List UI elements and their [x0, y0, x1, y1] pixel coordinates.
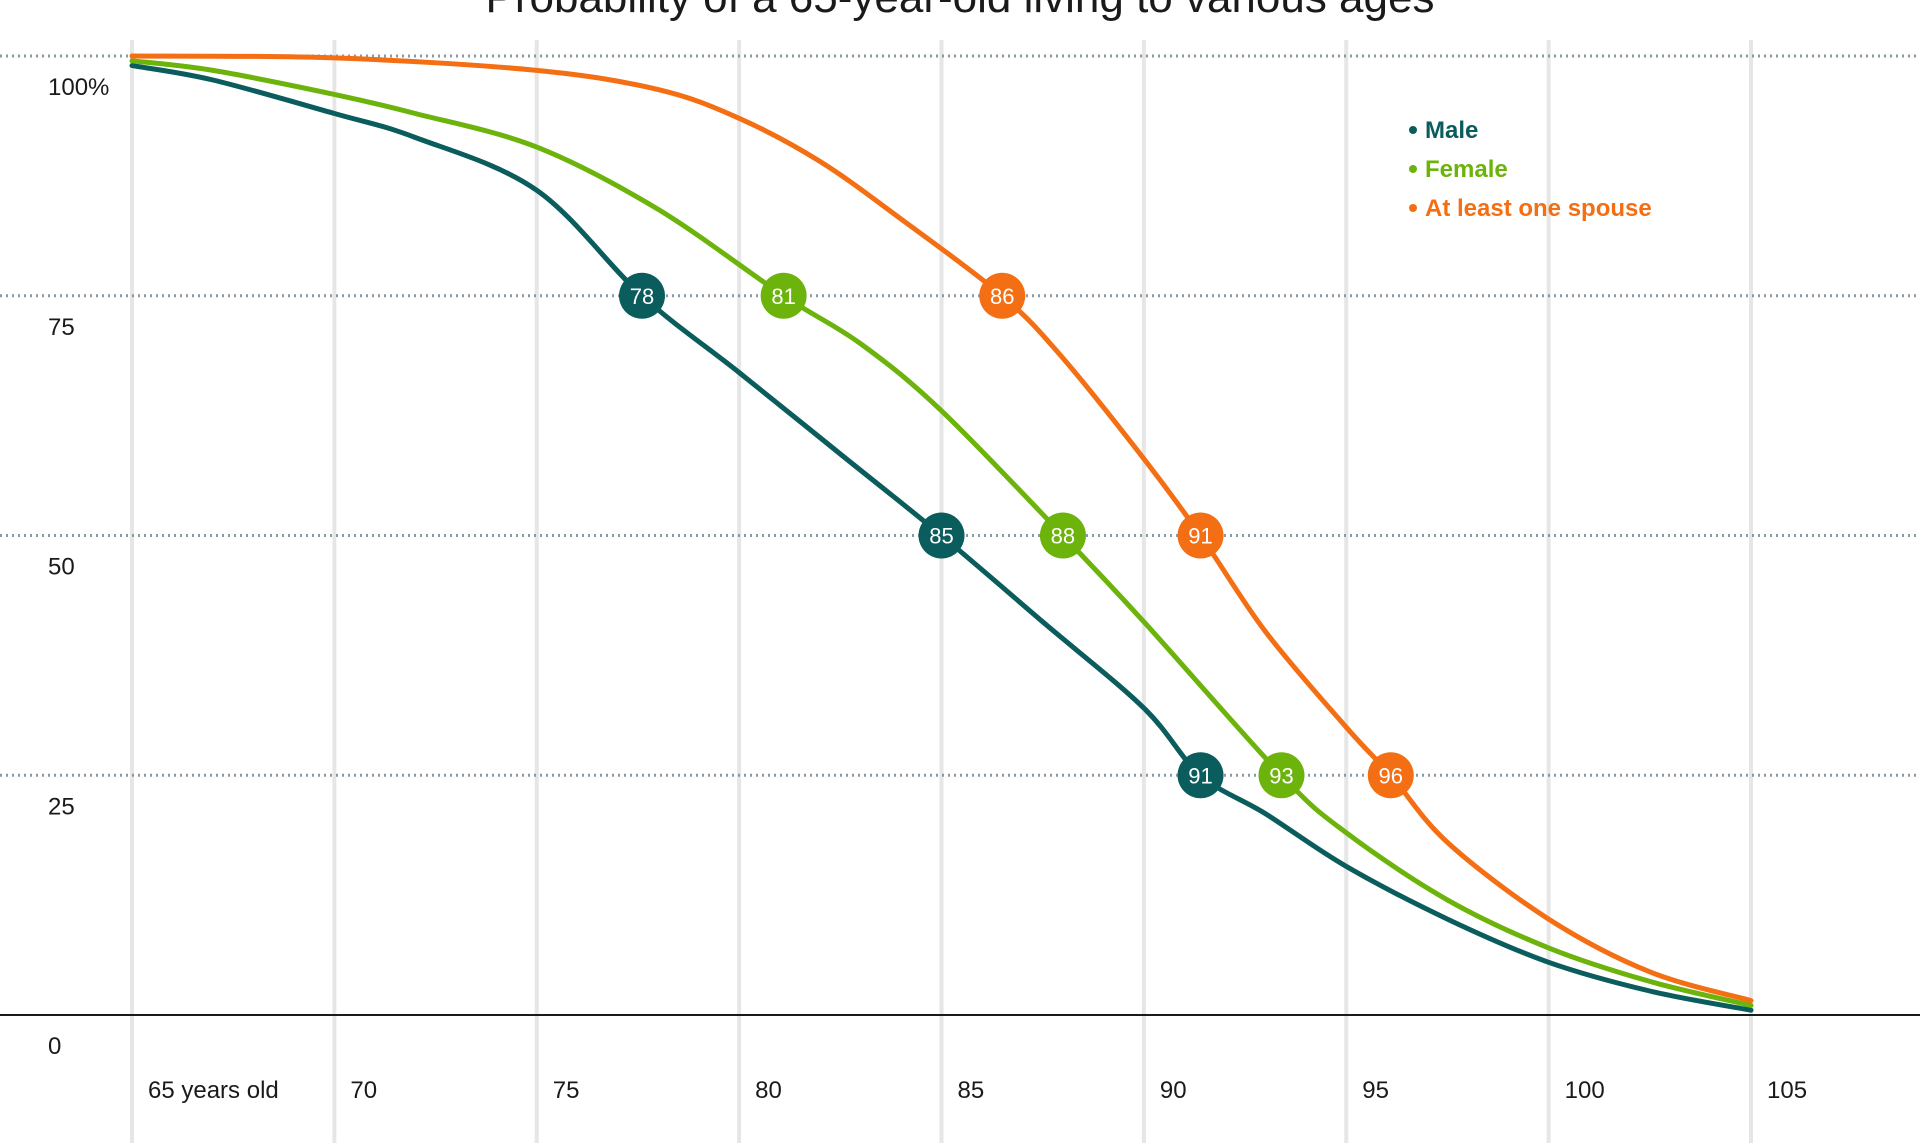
x-tick-label: 105 — [1767, 1077, 1807, 1104]
y-tick-label: 25 — [48, 793, 75, 820]
y-tick-label: 0 — [48, 1033, 61, 1060]
legend-swatch — [1409, 165, 1417, 173]
marker-label: 93 — [1269, 763, 1293, 788]
y-tick-label: 100% — [48, 74, 109, 101]
x-tick-label: 90 — [1160, 1077, 1187, 1104]
marker-label: 81 — [771, 284, 795, 309]
legend-entry: At least one spouse — [1425, 195, 1652, 222]
legend-swatch — [1409, 204, 1417, 212]
marker-label: 91 — [1188, 763, 1212, 788]
marker-female — [760, 272, 807, 319]
marker-female — [1039, 512, 1086, 559]
x-tick-label: 80 — [755, 1077, 782, 1104]
series-line-at-least-one-spouse — [129, 53, 1754, 1004]
series-line-female — [129, 58, 1754, 1008]
chart-title: Probability of a 65-year-old living to v… — [486, 0, 1435, 22]
marker-male — [1177, 752, 1224, 799]
series-markers: 78 85 91 81 88 93 86 91 96 — [618, 272, 1414, 799]
marker-label: 85 — [929, 524, 953, 549]
marker-at-least-one-spouse — [1177, 512, 1224, 559]
x-tick-label: 100 — [1565, 1077, 1605, 1104]
marker-female — [1258, 752, 1305, 799]
legend-entry: Male — [1425, 117, 1478, 144]
y-axis-tick-labels: 0 25 50 75 100% — [48, 74, 109, 1060]
marker-label: 96 — [1379, 763, 1403, 788]
x-tick-label: 85 — [958, 1077, 985, 1104]
marker-at-least-one-spouse — [1367, 752, 1414, 799]
vertical-gridlines — [130, 40, 1753, 1143]
legend-swatch — [1409, 126, 1417, 134]
y-tick-label: 75 — [48, 314, 75, 341]
x-tick-label: 65 years old — [148, 1077, 279, 1104]
marker-label: 86 — [990, 284, 1014, 309]
x-tick-label: 75 — [553, 1077, 580, 1104]
legend: Male Female At least one spouse — [1409, 117, 1652, 222]
marker-male — [918, 512, 965, 559]
legend-entry: Female — [1425, 156, 1508, 183]
marker-label: 78 — [630, 284, 654, 309]
x-tick-label: 95 — [1362, 1077, 1389, 1104]
marker-label: 88 — [1051, 524, 1075, 549]
marker-at-least-one-spouse — [979, 272, 1026, 319]
x-tick-label: 70 — [350, 1077, 377, 1104]
x-axis-tick-labels: 65 years old 70 75 80 85 90 95 100 105 — [148, 1077, 1807, 1104]
horizontal-gridlines — [0, 54, 1920, 777]
marker-label: 91 — [1188, 524, 1212, 549]
y-tick-label: 50 — [48, 554, 75, 581]
marker-male — [618, 272, 665, 319]
